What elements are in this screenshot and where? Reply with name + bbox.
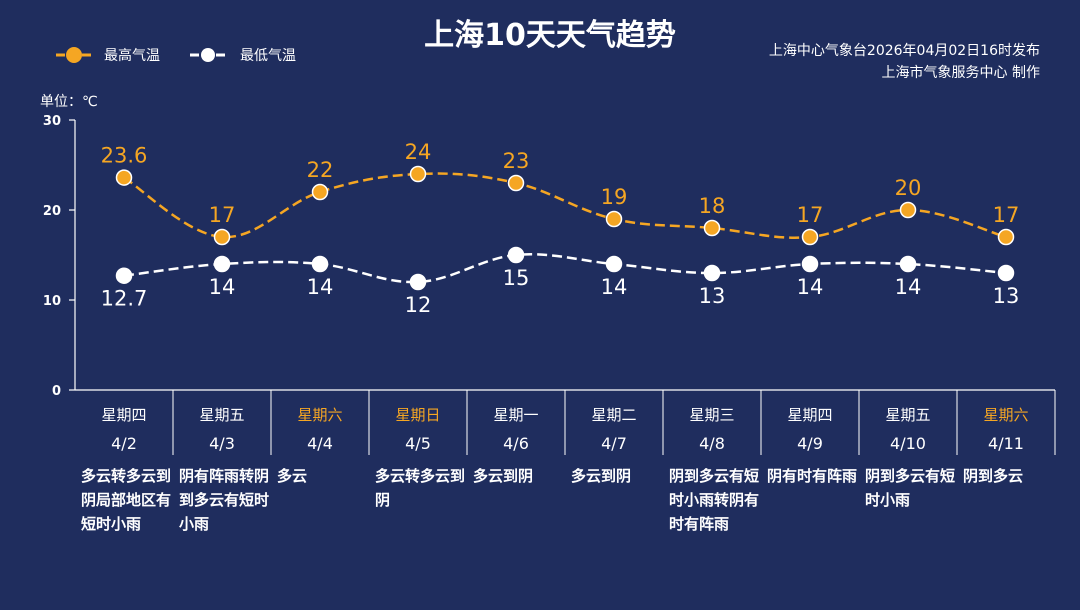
weekday-label: 星期三 <box>689 406 734 424</box>
high-temp-point <box>507 174 525 192</box>
high-temp-point <box>801 228 819 246</box>
low-temp-point <box>409 273 427 291</box>
weekday-label: 星期四 <box>101 406 146 424</box>
low-temp-label: 14 <box>307 275 334 299</box>
weather-description: 阴有时有阵雨 <box>767 467 857 485</box>
axes: 0 10 20 30 <box>43 114 1055 399</box>
date-label: 4/9 <box>797 434 823 453</box>
low-temp-point <box>801 255 819 273</box>
legend-high-marker <box>66 47 82 63</box>
date-label: 4/2 <box>111 434 137 453</box>
weather-description: 阴到多云有短时小雨转阴有时有阵雨 <box>669 467 759 533</box>
low-temp-point <box>115 267 133 284</box>
weather-description: 阴到多云有短时小雨 <box>865 467 955 509</box>
y-tick-label: 30 <box>43 114 61 129</box>
legend: 最高气温 最低气温 <box>56 47 296 64</box>
weekday-label: 星期五 <box>199 406 244 424</box>
high-temp-label: 20 <box>895 176 922 200</box>
low-temp-label: 15 <box>503 266 530 290</box>
legend-high-label: 最高气温 <box>104 47 160 64</box>
high-temp-label: 22 <box>307 158 334 182</box>
high-temp-point <box>115 169 133 186</box>
weather-description: 多云到阴 <box>571 467 631 485</box>
low-temp-label: 14 <box>895 275 922 299</box>
low-temp-label: 14 <box>601 275 628 299</box>
weekday-label: 星期六 <box>297 406 342 424</box>
low-temp-point <box>703 264 721 282</box>
legend-low-marker <box>201 48 215 62</box>
high-temp-line <box>123 172 1007 239</box>
high-temp-label: 17 <box>209 203 236 227</box>
high-temp-label: 23.6 <box>101 144 148 168</box>
low-temp-point <box>997 264 1015 282</box>
weekday-label: 星期四 <box>787 406 832 424</box>
weekday-label: 星期一 <box>493 406 538 424</box>
date-label: 4/3 <box>209 434 235 453</box>
chart-title: 上海10天天气趋势 <box>424 18 676 53</box>
series-markers <box>115 165 1015 291</box>
high-temp-point <box>213 228 231 246</box>
day-table: 星期四 4/2 多云转多云到阴局部地区有短时小雨 星期五 4/3 阴有阵雨转阴到多云有短时… <box>81 390 1056 533</box>
high-temp-label: 18 <box>699 194 726 218</box>
date-label: 4/10 <box>890 434 926 453</box>
y-tick-label: 10 <box>43 294 61 309</box>
producer-info: 上海市气象服务中心 制作 <box>882 64 1040 81</box>
high-temp-point <box>997 228 1015 246</box>
high-temp-point <box>311 183 329 201</box>
series-lines <box>123 172 1007 284</box>
weekday-label: 星期日 <box>395 406 440 424</box>
high-temp-label: 24 <box>405 140 432 164</box>
low-temp-point <box>605 255 623 273</box>
y-tick-label: 0 <box>52 384 61 399</box>
date-label: 4/5 <box>405 434 431 453</box>
weather-description: 阴有阵雨转阴到多云有短时小雨 <box>179 467 269 533</box>
low-temp-label: 14 <box>209 275 236 299</box>
weather-description: 多云到阴 <box>473 467 533 485</box>
high-temp-point <box>703 219 721 237</box>
date-label: 4/6 <box>503 434 529 453</box>
weekday-label: 星期二 <box>591 406 636 424</box>
high-temp-label: 19 <box>601 185 628 209</box>
weekday-label: 星期五 <box>885 406 930 424</box>
date-label: 4/8 <box>699 434 725 453</box>
low-temp-point <box>507 246 525 264</box>
weather-description: 多云 <box>277 467 307 485</box>
high-temp-label: 17 <box>797 203 824 227</box>
weather-description: 阴到多云 <box>963 467 1023 485</box>
y-tick-label: 20 <box>43 204 61 219</box>
unit-label: 单位：℃ <box>40 94 98 110</box>
low-temp-label: 12 <box>405 293 432 317</box>
data-labels: 23.6 17 22 24 23 19 18 17 20 17 12.7 14 14 12 15 14 13 14… <box>101 140 1020 317</box>
high-temp-point <box>899 201 917 219</box>
low-temp-label: 13 <box>993 284 1020 308</box>
legend-low-label: 最低气温 <box>240 48 296 64</box>
low-temp-label: 13 <box>699 284 726 308</box>
date-label: 4/11 <box>988 434 1024 453</box>
low-temp-line <box>123 253 1007 284</box>
weather-description: 多云转多云到阴 <box>375 467 465 509</box>
low-temp-point <box>311 255 329 273</box>
high-temp-point <box>409 165 427 183</box>
weekday-label: 星期六 <box>983 406 1028 424</box>
date-label: 4/4 <box>307 434 333 453</box>
publish-info: 上海中心气象台2026年04月02日16时发布 <box>769 43 1040 59</box>
high-temp-point <box>605 210 623 228</box>
low-temp-label: 14 <box>797 275 824 299</box>
low-temp-label: 12.7 <box>101 287 148 311</box>
low-temp-point <box>899 255 917 273</box>
high-temp-label: 23 <box>503 149 530 173</box>
high-temp-label: 17 <box>993 203 1020 227</box>
low-temp-point <box>213 255 231 273</box>
weather-description: 多云转多云到阴局部地区有短时小雨 <box>81 467 171 533</box>
date-label: 4/7 <box>601 434 627 453</box>
